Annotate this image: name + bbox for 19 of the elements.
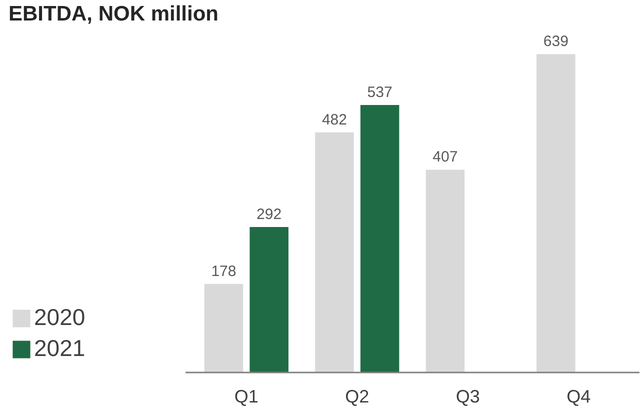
x-tick-label: Q1 [234, 386, 258, 406]
bar [360, 104, 400, 372]
bar [426, 170, 465, 372]
bar [315, 132, 354, 372]
bar [536, 54, 576, 372]
data-label: 482 [322, 111, 347, 128]
bar [204, 284, 244, 372]
bar [250, 227, 288, 372]
data-label: 292 [256, 206, 282, 224]
legend-label: 2021 [34, 335, 86, 362]
data-label: 537 [367, 84, 392, 101]
legend-label: 2020 [34, 304, 86, 331]
data-label: 178 [211, 262, 236, 280]
data-label: 639 [543, 33, 568, 50]
data-label: 407 [432, 148, 458, 166]
chart-title: EBITDA, NOK million [8, 2, 218, 26]
x-tick-label: Q4 [566, 386, 591, 406]
x-tick-label: Q2 [345, 386, 370, 406]
x-tick-label: Q3 [456, 386, 480, 406]
